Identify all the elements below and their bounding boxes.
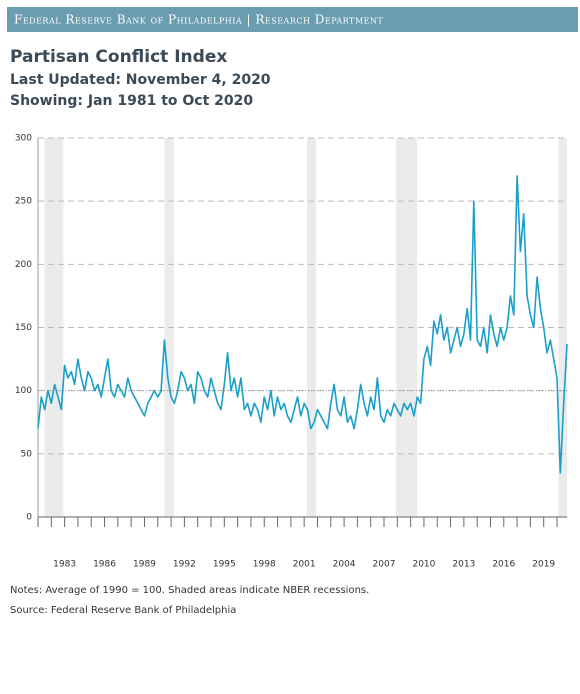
x-tick-label: 1989 bbox=[133, 560, 156, 570]
y-tick-label: 50 bbox=[21, 449, 33, 459]
x-tick-label: 1986 bbox=[93, 560, 116, 570]
y-tick-label: 100 bbox=[15, 386, 32, 396]
y-tick-label: 200 bbox=[15, 260, 32, 270]
x-tick-label: 2007 bbox=[373, 560, 396, 570]
x-tick-label: 2013 bbox=[452, 560, 475, 570]
x-tick-label: 1998 bbox=[253, 560, 276, 570]
recession-band bbox=[395, 138, 418, 517]
y-tick-label: 150 bbox=[15, 323, 32, 333]
chart-title: Partisan Conflict Index bbox=[10, 47, 227, 67]
notes: Notes: Average of 1990 = 100. Shaded are… bbox=[10, 585, 369, 596]
subtitle: Showing: Jan 1981 to Oct 2020 bbox=[10, 93, 253, 109]
x-tick-label: 2010 bbox=[412, 560, 435, 570]
y-tick-label: 250 bbox=[15, 197, 32, 207]
series-line bbox=[37, 175, 568, 474]
x-tick-label: 1992 bbox=[173, 560, 196, 570]
x-tick-label: 1983 bbox=[53, 560, 76, 570]
x-tick-label: 2001 bbox=[293, 560, 316, 570]
source: Source: Federal Reserve Bank of Philadel… bbox=[10, 605, 236, 616]
x-tick-label: 2004 bbox=[333, 560, 356, 570]
y-tick-label: 300 bbox=[15, 134, 32, 144]
banner bbox=[7, 7, 578, 32]
x-tick-label: 1995 bbox=[213, 560, 236, 570]
x-tick-label: 2019 bbox=[532, 560, 555, 570]
y-tick-label: 0 bbox=[26, 513, 32, 523]
banner-text: Federal Reserve Bank of Philadelphia | R… bbox=[14, 13, 383, 27]
subtitle: Last Updated: November 4, 2020 bbox=[10, 72, 271, 88]
x-tick-label: 2016 bbox=[492, 560, 515, 570]
